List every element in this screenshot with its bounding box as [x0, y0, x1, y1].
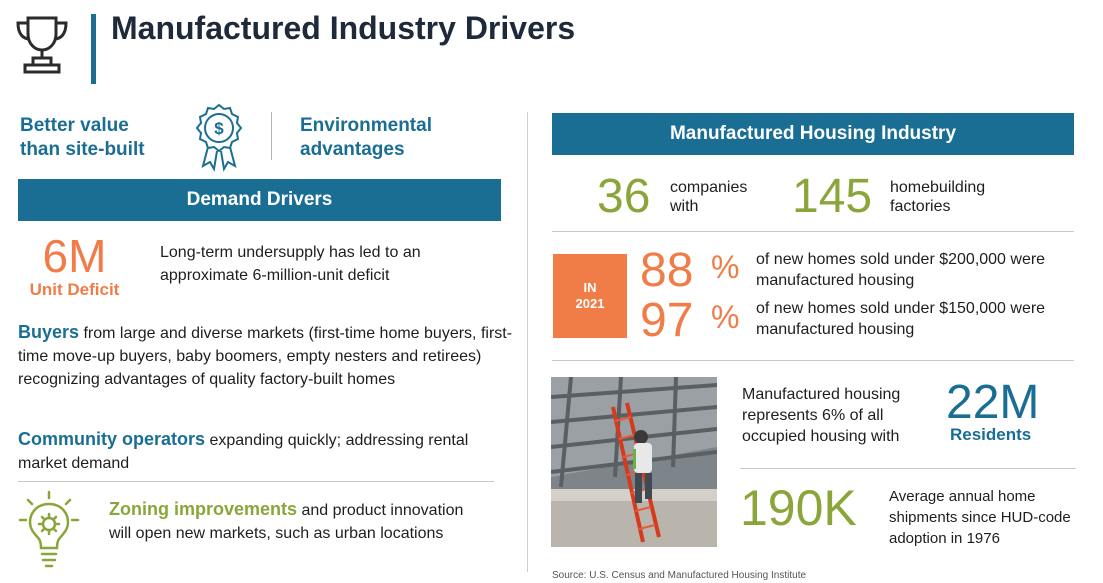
community-paragraph: Community operators expanding quickly; a…	[18, 428, 498, 475]
source-note: Source: U.S. Census and Manufactured Hou…	[552, 570, 807, 581]
value-prop-divider	[271, 112, 272, 160]
zoning-text: and product innovation will open new mar…	[109, 502, 464, 542]
zoning-paragraph: Zoning improvements and product innovati…	[109, 498, 489, 545]
year-box-line1: IN	[583, 280, 597, 295]
demand-drivers-bar: Demand Drivers	[18, 179, 501, 221]
left-divider	[18, 481, 494, 482]
title-divider	[91, 14, 96, 84]
right-divider-1	[552, 231, 1074, 232]
buyers-paragraph: Buyers from large and diverse markets (f…	[18, 321, 518, 391]
year-box: IN 2021	[553, 254, 627, 338]
buyers-keyword: Buyers	[18, 322, 80, 342]
construction-photo	[551, 377, 717, 547]
occupied-text: Manufactured housing represents 6% of al…	[742, 386, 901, 445]
industry-bar: Manufactured Housing Industry	[552, 113, 1074, 155]
residents-number: 22M	[946, 376, 1040, 429]
companies-label: companies with	[670, 179, 748, 215]
lightbulb-gear-icon	[18, 490, 80, 568]
column-divider	[527, 112, 528, 572]
community-keyword: Community operators	[18, 429, 206, 449]
stat-97-number: 97	[640, 294, 694, 347]
right-divider-3	[740, 468, 1076, 469]
svg-text:$: $	[214, 119, 224, 138]
trophy-icon	[16, 16, 68, 74]
stat-97-text: of new homes sold under $150,000 were ma…	[756, 300, 1046, 338]
factories-label: homebuilding factories	[890, 179, 986, 215]
buyers-text: from large and diverse markets (first-ti…	[18, 325, 513, 388]
value-prop-environmental: Environmental advantages	[300, 115, 432, 160]
stat-88-text: of new homes sold under $200,000 were ma…	[756, 251, 1046, 289]
shipments-text: Average annual home shipments since HUD-…	[889, 488, 1071, 547]
right-divider-2	[552, 360, 1074, 361]
factories-number: 145	[792, 170, 873, 223]
stat-88-percent: %	[711, 249, 740, 285]
zoning-keyword: Zoning improvements	[109, 499, 298, 519]
deficit-big-number: 6M	[42, 230, 107, 282]
deficit-label: Unit Deficit	[29, 280, 120, 299]
community-text: expanding quickly; addressing rental mar…	[18, 432, 469, 472]
shipments-number: 190K	[740, 480, 857, 536]
stat-97-percent: %	[711, 299, 740, 335]
stat-88-number: 88	[640, 244, 694, 297]
residents-label: Residents	[950, 425, 1032, 444]
dollar-badge-icon: $	[195, 103, 243, 172]
companies-number: 36	[597, 170, 651, 223]
deficit-text: Long-term undersupply has led to an appr…	[160, 244, 421, 284]
year-box-line2: 2021	[575, 296, 605, 311]
value-prop-better-value: Better value than site-built	[20, 115, 145, 160]
page-title: Manufactured Industry Drivers	[111, 10, 576, 46]
